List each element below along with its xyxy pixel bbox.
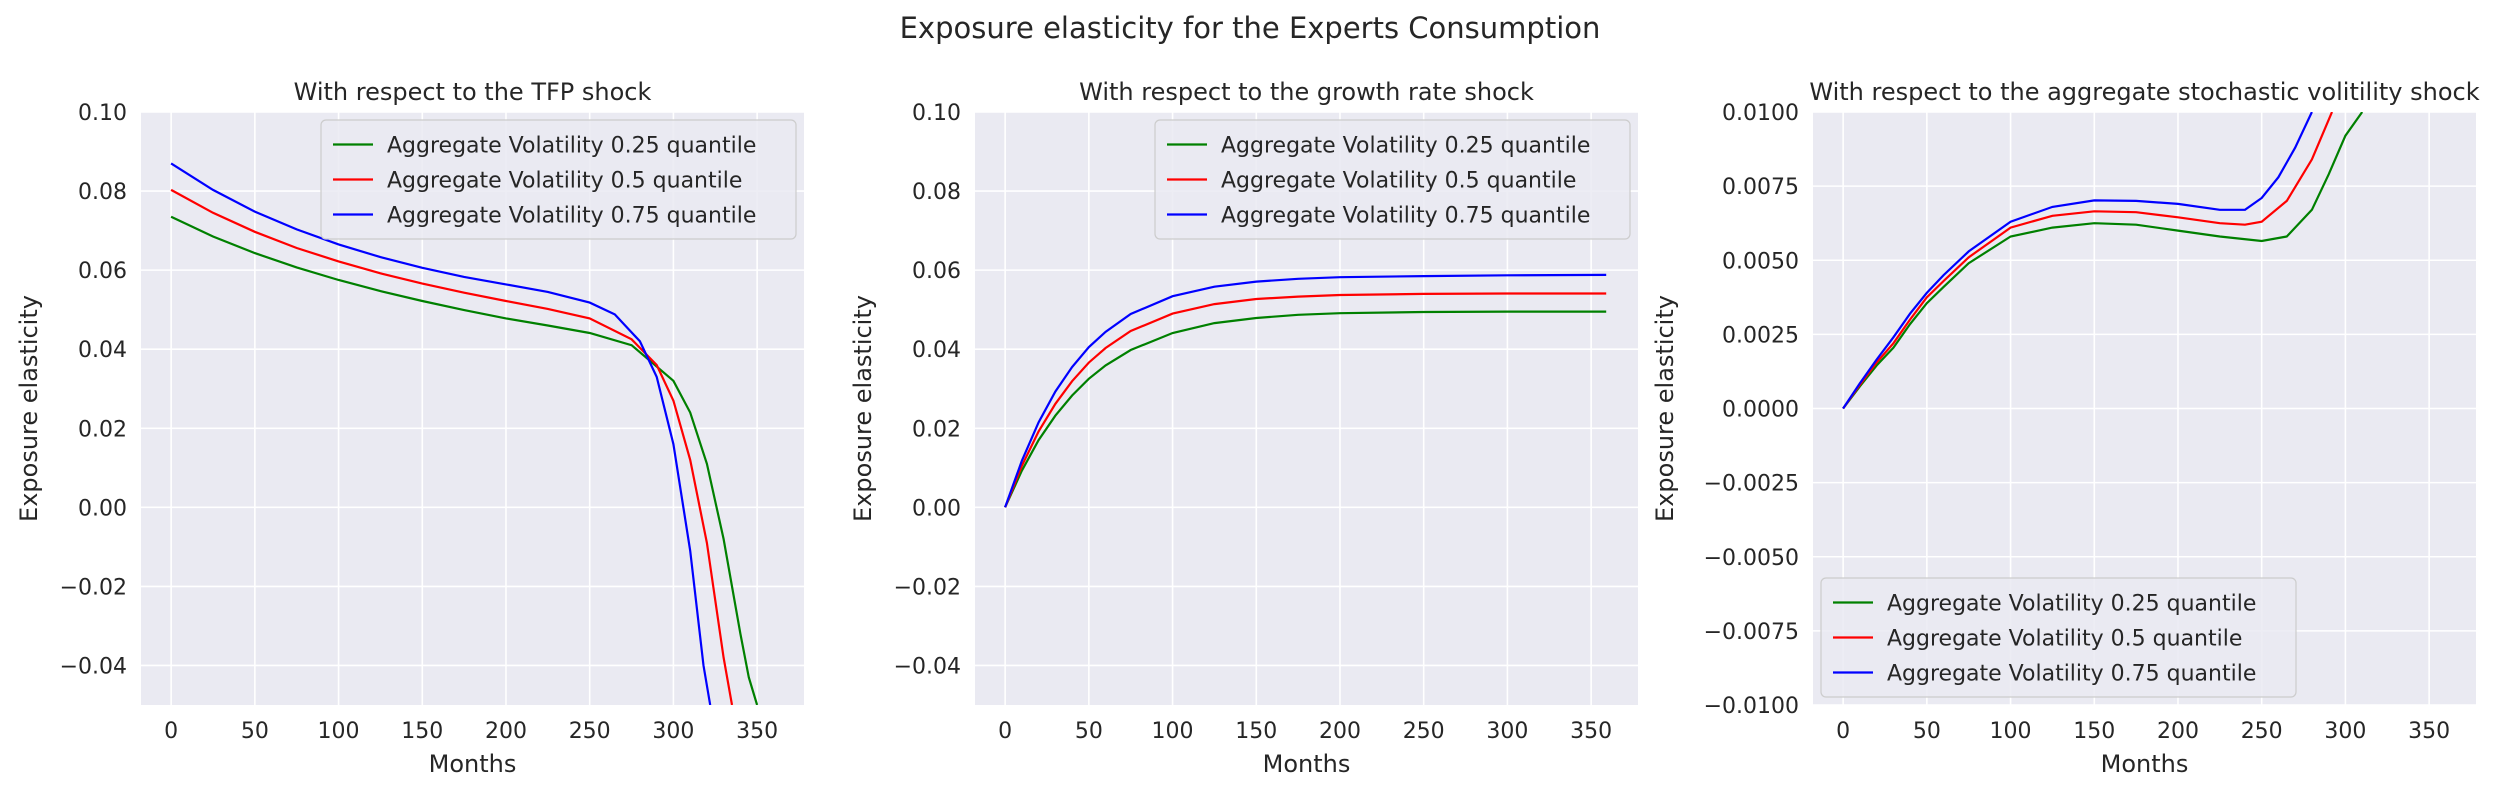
x-tick-label: 250 — [2241, 719, 2283, 744]
legend: Aggregate Volatility 0.25 quantile Aggreg… — [1154, 119, 1631, 240]
y-tick-label: −0.0075 — [1704, 620, 1799, 645]
x-tick-label: 50 — [1913, 719, 1941, 744]
y-tick-label: 0.0075 — [1722, 175, 1799, 200]
y-tick-label: 0.10 — [78, 101, 127, 126]
x-tick-label: 300 — [2324, 719, 2366, 744]
y-tick-label: −0.04 — [894, 654, 961, 679]
series-line-1 — [170, 215, 759, 705]
x-tick-label: 350 — [736, 719, 778, 744]
y-tick-label: 0.0000 — [1722, 398, 1799, 423]
y-axis-label: Exposure elasticity — [1651, 295, 1679, 522]
y-axis-label: Exposure elasticity — [849, 295, 877, 522]
legend-box — [320, 119, 797, 240]
y-tick-label: −0.0050 — [1704, 546, 1799, 571]
y-tick-label: −0.02 — [894, 575, 961, 600]
y-tick-label: 0.02 — [78, 417, 127, 442]
panel-title: With respect to the growth rate shock — [1079, 78, 1534, 106]
y-tick-label: 0.02 — [912, 417, 961, 442]
series-line-1 — [1842, 112, 2364, 410]
series-line-3 — [1004, 273, 1607, 508]
legend: Aggregate Volatility 0.25 quantile Aggreg… — [1820, 577, 2297, 698]
legend-box — [1154, 119, 1631, 240]
y-tick-label: −0.0100 — [1704, 694, 1799, 719]
y-tick-label: −0.02 — [60, 575, 127, 600]
y-tick-label: 0.00 — [78, 496, 127, 521]
series-line-2 — [1004, 292, 1607, 508]
x-axis-label: Months — [1263, 750, 1351, 778]
x-tick-label: 250 — [569, 719, 611, 744]
panel-title: With respect to the TFP shock — [294, 78, 652, 106]
y-tick-label: −0.04 — [60, 654, 127, 679]
y-tick-label: 0.06 — [912, 259, 961, 284]
x-axis-label: Months — [2101, 750, 2189, 778]
panel-2: 0 50 100 150 200 250 300 350 −0.04 −0.02 0.00 0.02 0… — [849, 78, 1638, 778]
x-tick-label: 50 — [241, 719, 269, 744]
legend-entry: Aggregate Volatility 0.25 quantile — [1887, 592, 2256, 617]
series-line-2 — [170, 188, 734, 705]
x-tick-label: 300 — [652, 719, 694, 744]
x-tick-label: 100 — [1990, 719, 2032, 744]
series-group — [170, 162, 759, 705]
legend-entry: Aggregate Volatility 0.75 quantile — [1221, 204, 1590, 229]
x-tick-label: 350 — [2408, 719, 2450, 744]
legend-box — [1820, 577, 2297, 698]
x-tick-label: 250 — [1403, 719, 1445, 744]
series-group — [1842, 112, 2364, 410]
series-line-3 — [1842, 112, 2313, 410]
x-tick-label: 200 — [2157, 719, 2199, 744]
y-tick-label: 0.08 — [912, 180, 961, 205]
y-tick-label: 0.0025 — [1722, 323, 1799, 348]
panel-3: 0 50 100 150 200 250 300 350 −0.0100 −0.0075 −0.00… — [1651, 78, 2480, 778]
y-tick-label: 0.00 — [912, 496, 961, 521]
series-group — [1004, 273, 1607, 508]
x-tick-label: 150 — [2073, 719, 2115, 744]
legend-entry: Aggregate Volatility 0.5 quantile — [1221, 169, 1576, 194]
panel-1: 0 50 100 150 200 250 300 350 −0.04 −0.02 0.00 0.02 0… — [15, 78, 804, 778]
series-line-1 — [1004, 310, 1607, 508]
y-tick-label: 0.04 — [78, 338, 127, 363]
x-tick-label: 300 — [1486, 719, 1528, 744]
x-tick-label: 350 — [1570, 719, 1612, 744]
y-tick-label: 0.0050 — [1722, 249, 1799, 274]
y-tick-label: 0.04 — [912, 338, 961, 363]
x-tick-label: 150 — [1235, 719, 1277, 744]
legend: Aggregate Volatility 0.25 quantile Aggreg… — [320, 119, 797, 240]
x-tick-label: 0 — [998, 719, 1012, 744]
figure-title: Exposure elasticity for the Experts Cons… — [900, 11, 1601, 45]
y-tick-label: 0.06 — [78, 259, 127, 284]
x-tick-label: 100 — [1152, 719, 1194, 744]
y-tick-label: 0.08 — [78, 180, 127, 205]
x-tick-label: 100 — [318, 719, 360, 744]
x-tick-label: 200 — [1319, 719, 1361, 744]
legend-entry: Aggregate Volatility 0.75 quantile — [387, 204, 756, 229]
x-axis-label: Months — [429, 750, 517, 778]
legend-entry: Aggregate Volatility 0.75 quantile — [1887, 662, 2256, 687]
panel-title: With respect to the aggregate stochastic… — [1809, 78, 2479, 106]
y-tick-label: −0.0025 — [1704, 472, 1799, 497]
x-tick-label: 200 — [485, 719, 527, 744]
legend-entry: Aggregate Volatility 0.5 quantile — [387, 169, 742, 194]
x-tick-label: 0 — [1836, 719, 1850, 744]
legend-entry: Aggregate Volatility 0.5 quantile — [1887, 627, 2242, 652]
x-tick-label: 50 — [1075, 719, 1103, 744]
series-line-3 — [170, 162, 712, 705]
series-line-2 — [1842, 112, 2334, 410]
y-axis-label: Exposure elasticity — [15, 295, 43, 522]
y-tick-label: 0.10 — [912, 101, 961, 126]
y-tick-label: 0.0100 — [1722, 101, 1799, 126]
legend-entry: Aggregate Volatility 0.25 quantile — [387, 134, 756, 159]
legend-entry: Aggregate Volatility 0.25 quantile — [1221, 134, 1590, 159]
x-tick-label: 150 — [401, 719, 443, 744]
x-tick-label: 0 — [164, 719, 178, 744]
